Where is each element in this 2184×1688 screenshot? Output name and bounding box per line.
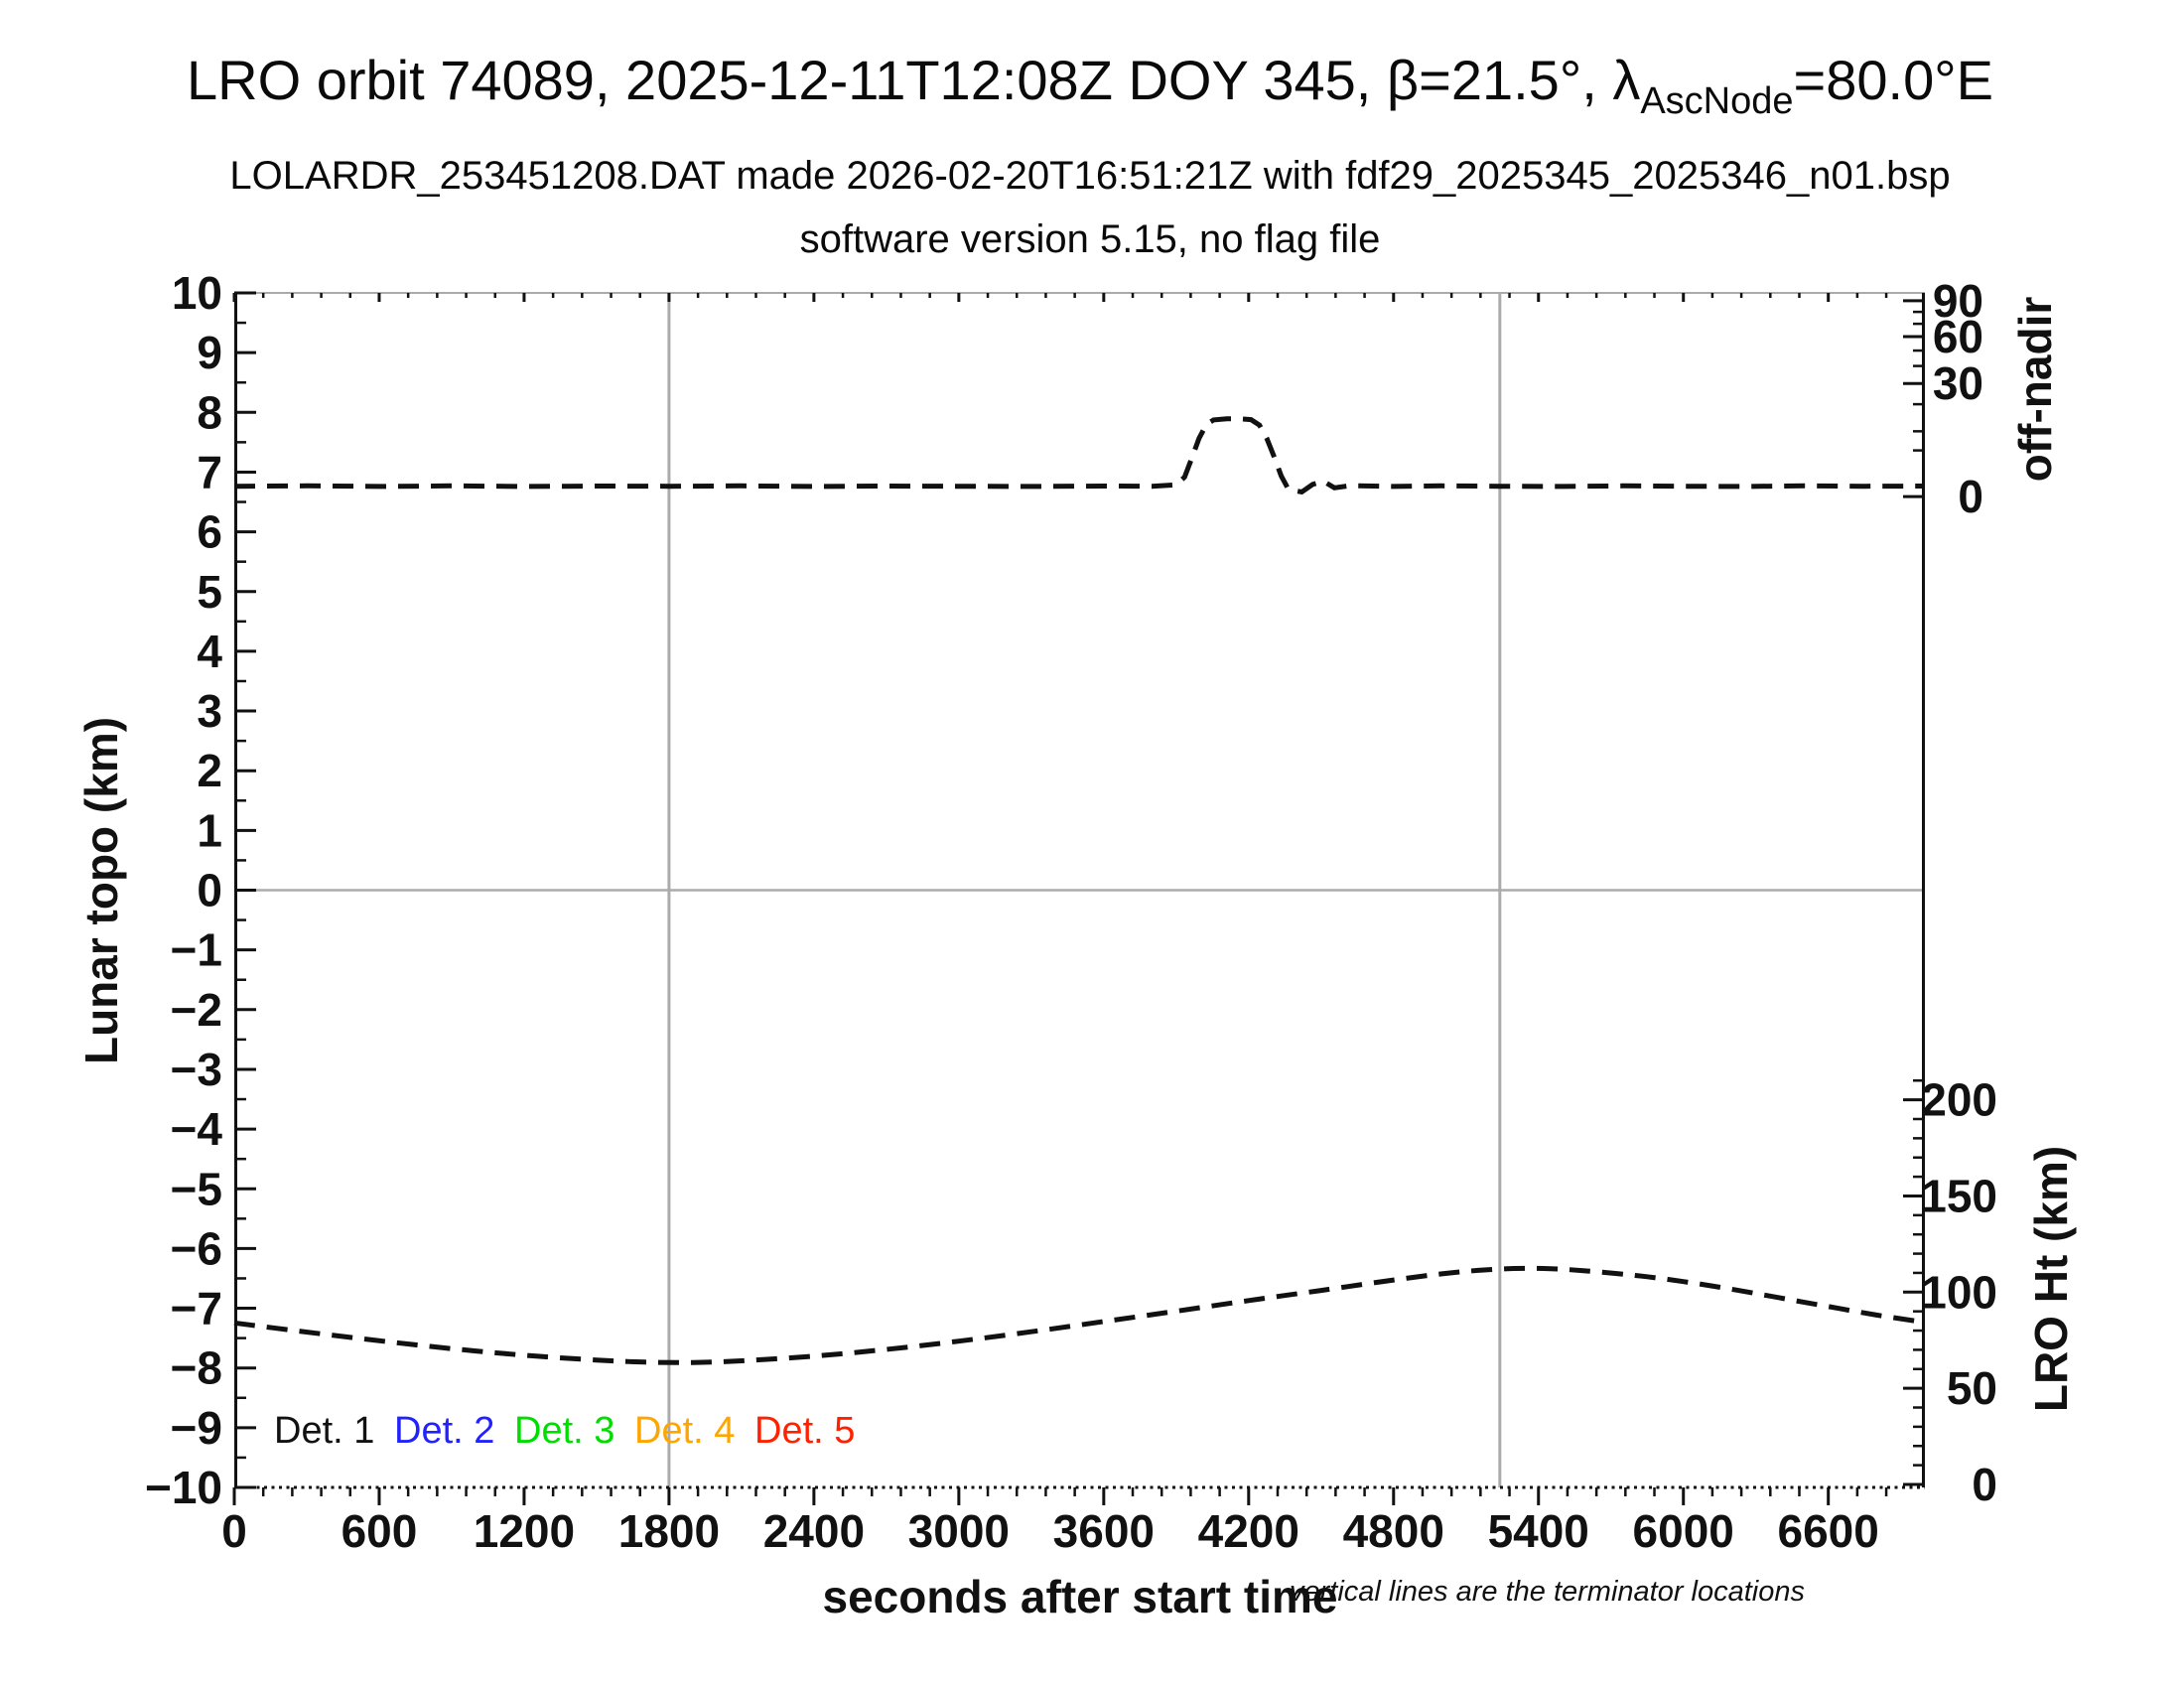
y-left-tick-label: 7: [197, 446, 222, 497]
y-left-tick-label: 5: [197, 566, 222, 618]
y-left-tick-label: 3: [197, 685, 222, 737]
y-left-tick-label: −6: [171, 1222, 222, 1274]
x-tick-label: 3600: [1053, 1505, 1155, 1557]
y-axis-label-lro-ht: LRO Ht (km): [2025, 1146, 2077, 1412]
legend-item-det-2: Det. 2: [394, 1410, 494, 1452]
legend-item-det-5: Det. 5: [754, 1410, 855, 1452]
x-tick-label: 1200: [474, 1505, 575, 1557]
y-left-tick-label: 2: [197, 745, 222, 796]
y-axis-label-off-nadir: off-nadir: [2009, 297, 2061, 483]
subtitle-filename: LOLARDR_253451208.DAT made 2026-02-20T16…: [229, 154, 1950, 198]
y-left-tick-label: −10: [145, 1462, 222, 1513]
y-left-tick-label: 9: [197, 327, 222, 378]
page-title: LRO orbit 74089, 2025-12-11T12:08Z DOY 3…: [187, 49, 1993, 122]
subtitle-software: software version 5.15, no flag file: [800, 217, 1381, 261]
off-nadir-tick-label: 90: [1933, 275, 1983, 327]
lro-ht-tick-label: 200: [1921, 1074, 1997, 1126]
lro-ht-tick-label: 100: [1921, 1266, 1997, 1318]
y-left-tick-label: −7: [171, 1283, 222, 1335]
legend-item-det-3: Det. 3: [514, 1410, 614, 1452]
lro-ht-tick-label: 0: [1972, 1459, 1997, 1510]
legend-item-det-1: Det. 1: [274, 1410, 374, 1452]
lro-ht-tick-label: 150: [1921, 1170, 1997, 1221]
y-axis-label-lunar-topo: Lunar topo (km): [75, 717, 127, 1064]
y-left-tick-label: 10: [172, 267, 222, 319]
off-nadir-tick-label: 0: [1958, 471, 1983, 522]
off-nadir-curve: [233, 416, 1926, 495]
off-nadir-tick-label: 30: [1933, 357, 1983, 409]
off-nadir-tick-label: 60: [1933, 311, 1983, 362]
x-tick-label: 5400: [1488, 1505, 1589, 1557]
x-tick-label: 2400: [763, 1505, 865, 1557]
x-tick-label: 4200: [1198, 1505, 1299, 1557]
x-axis-label: seconds after start time: [823, 1571, 1338, 1622]
y-left-tick-label: 6: [197, 506, 222, 558]
grid-layer: 0 600 1200 1800 2400 3000 3600 4200 4800 5400 6000…: [145, 267, 1997, 1557]
y-left-tick-label: 1: [197, 804, 222, 856]
detector-legend: Det. 1 Det. 2 Det. 3 Det. 4 Det. 5: [274, 1410, 855, 1452]
y-left-tick-label: 8: [197, 386, 222, 438]
y-left-tick-label: 4: [197, 626, 222, 677]
y-left-tick-label: 0: [197, 865, 222, 916]
x-tick-label: 6000: [1633, 1505, 1734, 1557]
x-tick-label: 4800: [1343, 1505, 1444, 1557]
lro-height-curve: [233, 1265, 1926, 1365]
y-left-tick-label: −2: [171, 984, 222, 1036]
y-left-tick-label: −9: [171, 1402, 222, 1454]
x-tick-label: 6600: [1778, 1505, 1879, 1557]
y-left-tick-label: −8: [171, 1342, 222, 1394]
y-left-tick-label: −3: [171, 1044, 222, 1095]
y-left-tick-label: −1: [171, 924, 222, 976]
x-tick-label: 0: [221, 1505, 247, 1557]
x-tick-label: 600: [341, 1505, 418, 1557]
series-layer: Det. 1 Det. 2 Det. 3 Det. 4 Det. 5: [233, 416, 1926, 1452]
legend-item-det-4: Det. 4: [634, 1410, 735, 1452]
lro-ht-tick-label: 50: [1947, 1362, 1997, 1414]
y-left-tick-label: −5: [171, 1163, 222, 1214]
x-tick-label: 3000: [908, 1505, 1010, 1557]
terminator-footnote: vertical lines are the terminator locati…: [1290, 1576, 1805, 1608]
title-subscript: AscNode: [1640, 80, 1793, 122]
y-left-tick-label: −4: [171, 1103, 223, 1155]
x-tick-label: 1800: [618, 1505, 720, 1557]
